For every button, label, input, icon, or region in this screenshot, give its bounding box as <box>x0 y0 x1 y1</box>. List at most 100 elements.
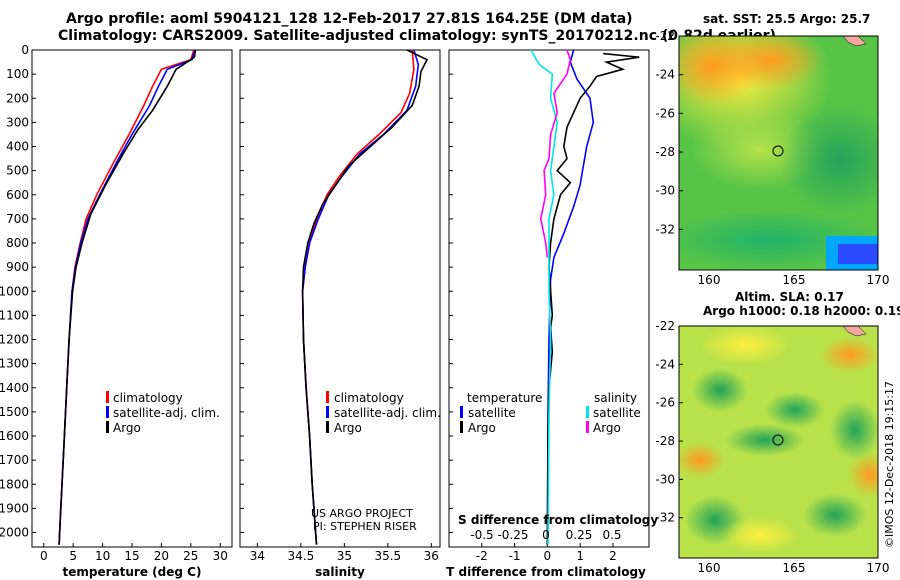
x-tick-label: -2 <box>476 549 488 563</box>
sst-cool-region <box>780 105 878 215</box>
depth-tick-label: 0 <box>21 43 29 57</box>
legend-label-temp-satellite: satellite <box>468 406 516 420</box>
x-tick-label: 30 <box>213 549 228 563</box>
s-tick-label: 0 <box>542 528 550 542</box>
sst-cold-core <box>838 244 878 264</box>
legend-label-argo: Argo <box>113 421 141 435</box>
legend-label-satellite: satellite-adj. clim. <box>113 406 220 420</box>
x-tick-label: 15 <box>124 549 139 563</box>
depth-tick-label: 1200 <box>0 333 29 347</box>
x-tick-label: 34 <box>250 549 265 563</box>
series-satellite-adj-clim- <box>301 49 420 545</box>
map-y-tick-label: -28 <box>655 434 675 448</box>
figure-title-line2: Climatology: CARS2009. Satellite-adjuste… <box>58 28 776 44</box>
sst-map-ticks: 160 165 170 -22 -24 -26 -28 -30 -32 <box>655 29 889 287</box>
sla-high-1 <box>700 326 790 365</box>
legend-label-climatology: climatology <box>334 391 404 405</box>
series-satellite-adj-clim- <box>58 49 196 545</box>
map-x-tick-label: 160 <box>698 561 721 575</box>
sst-map-title: sat. SST: 25.5 Argo: 25.7 <box>703 12 871 26</box>
map-x-tick-label: 165 <box>783 561 806 575</box>
legend-title-salinity: salinity <box>594 391 637 405</box>
difference-plot-frame <box>448 49 650 548</box>
legend-label-argo: Argo <box>334 421 362 435</box>
difference-xlabel: T difference from climatology <box>446 565 646 579</box>
sst-map-frame <box>678 35 879 271</box>
depth-tick-label: 1500 <box>0 405 29 419</box>
sla-map-title-line2: Argo h1000: 0.18 h2000: 0.19 <box>703 304 900 318</box>
series-climatology <box>58 49 195 545</box>
legend-swatch-sal-argo <box>586 421 589 433</box>
legend-label-sal-satellite: satellite <box>593 406 641 420</box>
depth-tick-label: 1100 <box>0 308 29 322</box>
sla-low-1 <box>692 368 748 412</box>
x-axes: 0 5 10 15 20 25 30 34 34.5 35 35.5 36 -2 -1 0 1 2 <box>40 543 617 563</box>
sla-map-frame <box>678 325 879 559</box>
depth-tick-label: 1900 <box>0 501 29 515</box>
map-x-tick-label: 165 <box>783 273 806 287</box>
map-y-tick-label: -30 <box>655 472 675 486</box>
map-y-tick-label: -26 <box>655 396 675 410</box>
x-tick-label: 34.5 <box>288 549 315 563</box>
s-tick-label: 0.25 <box>566 528 593 542</box>
sla-high-4 <box>848 453 878 497</box>
depth-tick-label: 700 <box>6 212 29 226</box>
sla-high-3 <box>679 442 725 478</box>
legend-title-temperature: temperature <box>467 391 542 405</box>
map-y-tick-label: -22 <box>655 29 675 43</box>
legend-swatch-argo <box>106 421 109 433</box>
project-credit-line2: PI: STEPHEN RISER <box>313 520 417 533</box>
sla-map-ticks: 160 165 170 -22 -24 -26 -28 -30 -32 <box>655 319 889 575</box>
map-x-tick-label: 160 <box>698 273 721 287</box>
series-climatology <box>301 49 415 545</box>
depth-tick-label: 600 <box>6 188 29 202</box>
depth-tick-label: 200 <box>6 91 29 105</box>
project-credit-line1: US ARGO PROJECT <box>311 507 413 520</box>
map-y-tick-label: -32 <box>655 222 675 236</box>
map-y-tick-label: -26 <box>655 106 675 120</box>
depth-tick-label: 2000 <box>0 526 29 540</box>
s-tick-label: -0.5 <box>470 528 493 542</box>
map-x-tick-label: 170 <box>867 561 890 575</box>
sla-low-4 <box>830 400 878 460</box>
depth-tick-label: 500 <box>6 164 29 178</box>
depth-tick-label: 1400 <box>0 381 29 395</box>
series-temperature-argo <box>546 52 640 545</box>
x-tick-label: 20 <box>154 549 169 563</box>
salinity-xlabel: salinity <box>315 565 365 579</box>
legend-swatch-temp-satellite <box>460 406 463 418</box>
depth-tick-label: 100 <box>6 67 29 81</box>
legend-swatch-climatology <box>106 391 109 403</box>
sla-low-6 <box>803 493 867 537</box>
legend-label-climatology: climatology <box>113 391 183 405</box>
s-difference-ticks: -0.5 -0.25 0 0.25 0.5 <box>470 528 621 542</box>
x-tick-label: 35 <box>337 549 352 563</box>
sla-high-2 <box>820 337 878 373</box>
depth-tick-label: 1600 <box>0 429 29 443</box>
depth-tick-label: 1300 <box>0 357 29 371</box>
figure-title-line1: Argo profile: aoml 5904121_128 12-Feb-20… <box>66 11 633 27</box>
series-argo <box>301 49 429 545</box>
land-mass <box>842 36 867 47</box>
x-tick-label: 36 <box>424 549 439 563</box>
map-y-tick-label: -24 <box>655 357 675 371</box>
depth-tick-label: 1800 <box>0 477 29 491</box>
x-tick-label: 5 <box>69 549 77 563</box>
x-tick-label: 0 <box>40 549 48 563</box>
x-tick-label: 0 <box>544 549 552 563</box>
legend-label-satellite: satellite-adj. clim. <box>334 406 441 420</box>
map-y-tick-label: -28 <box>655 145 675 159</box>
legend-swatch-temp-argo <box>460 421 463 433</box>
sst-map: 160 165 170 -22 -24 -26 -28 -30 -32 <box>655 29 889 287</box>
s-tick-label: 0.5 <box>602 528 621 542</box>
argo-position-marker <box>772 434 784 446</box>
sla-low-2 <box>765 392 825 428</box>
series-argo <box>58 49 197 545</box>
difference-legend-salinity: salinity satellite Argo <box>586 391 641 435</box>
legend-swatch-climatology <box>326 391 329 403</box>
sla-map-title-line1: Altim. SLA: 0.17 <box>735 290 844 304</box>
series-salinity-satellite <box>530 49 559 545</box>
sst-warm-patch <box>715 36 825 90</box>
legend-swatch-sal-satellite <box>586 406 589 418</box>
